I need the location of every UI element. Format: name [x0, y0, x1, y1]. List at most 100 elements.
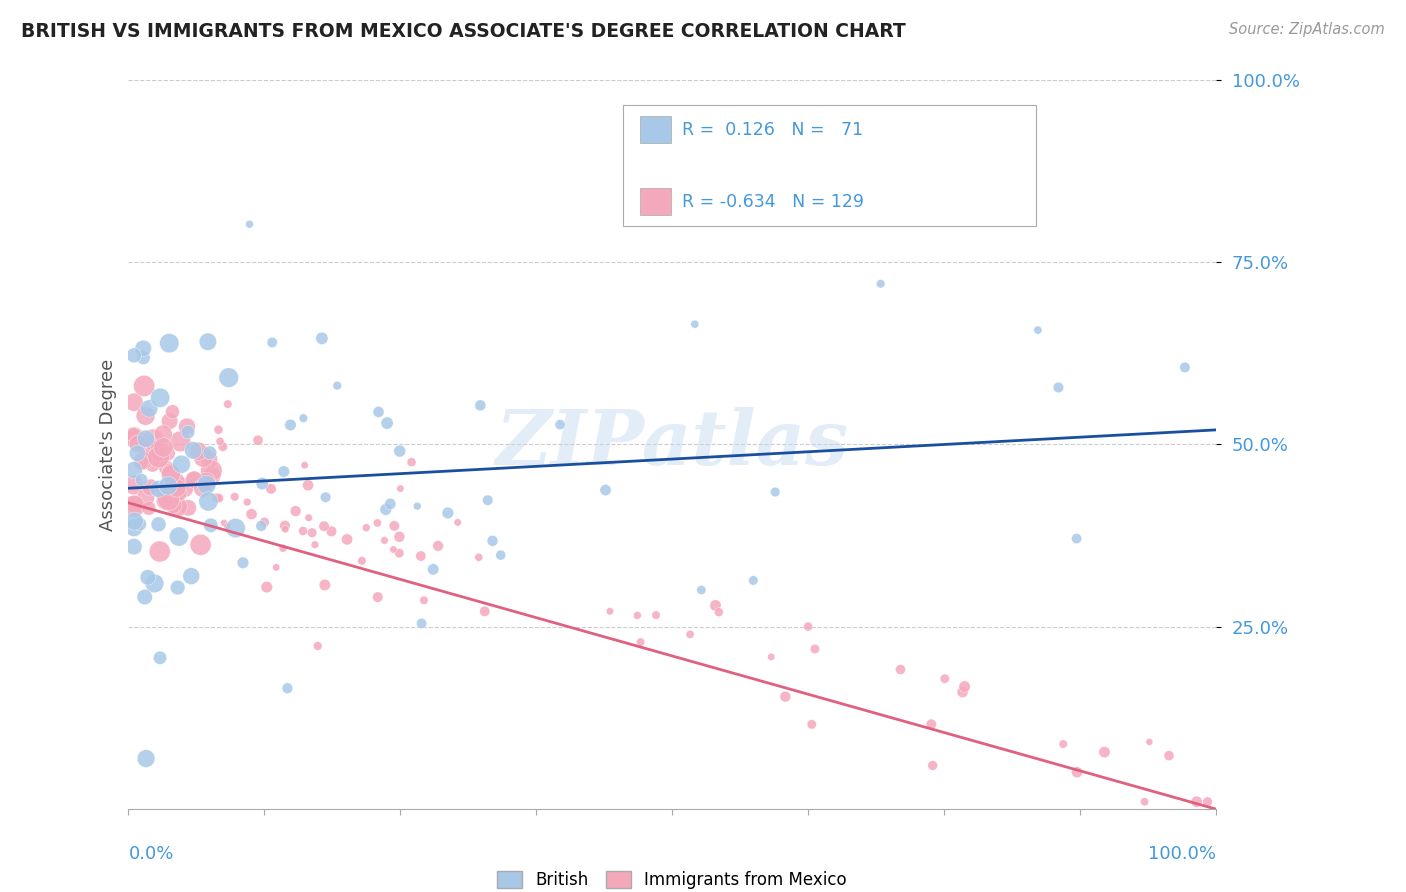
- Point: [920, 717, 942, 731]
- Point: [157, 336, 180, 351]
- Point: [217, 397, 239, 411]
- Point: [156, 446, 179, 460]
- Point: [307, 639, 329, 653]
- Point: [742, 574, 765, 588]
- Point: [218, 370, 240, 384]
- Point: [707, 605, 730, 619]
- Point: [375, 416, 398, 430]
- Point: [124, 514, 146, 528]
- Point: [388, 444, 411, 458]
- Point: [197, 334, 219, 349]
- Point: [166, 500, 188, 514]
- Point: [274, 522, 297, 536]
- Point: [166, 581, 188, 595]
- Point: [152, 427, 174, 442]
- Point: [180, 569, 202, 583]
- Point: [135, 751, 157, 765]
- Text: R =  0.126   N =   71: R = 0.126 N = 71: [682, 120, 863, 138]
- Point: [311, 331, 333, 345]
- Point: [142, 433, 165, 447]
- Point: [122, 348, 145, 362]
- Point: [470, 398, 492, 412]
- Point: [134, 379, 156, 393]
- Point: [159, 414, 181, 428]
- Point: [679, 627, 702, 641]
- Point: [122, 478, 145, 492]
- Point: [1047, 380, 1070, 394]
- Point: [148, 447, 170, 461]
- Point: [350, 554, 373, 568]
- Y-axis label: Associate's Degree: Associate's Degree: [100, 359, 117, 531]
- Point: [374, 502, 396, 516]
- Point: [197, 494, 219, 508]
- Point: [1066, 765, 1088, 780]
- Point: [321, 524, 343, 539]
- Point: [149, 544, 172, 558]
- Point: [260, 482, 283, 496]
- Point: [153, 494, 176, 508]
- Point: [122, 428, 145, 442]
- Point: [208, 434, 231, 449]
- Point: [869, 277, 891, 291]
- Text: 100.0%: 100.0%: [1147, 845, 1216, 863]
- Point: [413, 593, 436, 607]
- Text: R = -0.634   N = 129: R = -0.634 N = 129: [682, 193, 865, 211]
- Point: [198, 452, 221, 467]
- Point: [1139, 735, 1161, 749]
- Point: [166, 481, 188, 495]
- Point: [156, 489, 179, 503]
- Point: [122, 499, 145, 513]
- Point: [276, 681, 298, 696]
- Point: [159, 467, 181, 482]
- Point: [373, 533, 395, 548]
- Point: [889, 663, 911, 677]
- Point: [366, 516, 388, 530]
- Point: [481, 533, 503, 548]
- Point: [208, 491, 231, 505]
- Point: [181, 443, 204, 458]
- Point: [401, 455, 423, 469]
- Point: [134, 590, 156, 604]
- Point: [122, 395, 145, 409]
- Point: [1197, 795, 1219, 809]
- Point: [489, 548, 512, 562]
- Point: [132, 351, 155, 365]
- Point: [135, 432, 157, 446]
- Point: [953, 680, 976, 694]
- Point: [173, 481, 195, 495]
- Point: [382, 542, 405, 557]
- Point: [166, 474, 188, 488]
- Point: [297, 478, 319, 492]
- Point: [167, 530, 190, 544]
- Point: [800, 717, 823, 731]
- Point: [409, 549, 432, 563]
- Point: [253, 515, 276, 529]
- Point: [138, 401, 160, 416]
- Point: [131, 455, 153, 469]
- Point: [548, 417, 571, 432]
- Point: [132, 342, 155, 356]
- Point: [1174, 360, 1197, 375]
- Point: [183, 473, 205, 487]
- Point: [280, 417, 302, 432]
- Point: [427, 539, 450, 553]
- Point: [356, 521, 378, 535]
- Point: [176, 419, 198, 434]
- Point: [183, 473, 205, 487]
- Point: [315, 490, 337, 504]
- Point: [775, 690, 797, 704]
- Point: [804, 642, 827, 657]
- Point: [1133, 795, 1156, 809]
- Point: [294, 458, 316, 473]
- Point: [191, 481, 214, 495]
- Point: [388, 530, 411, 544]
- Point: [292, 411, 315, 425]
- Point: [292, 524, 315, 538]
- Point: [437, 506, 460, 520]
- Point: [135, 490, 157, 504]
- Point: [274, 518, 297, 533]
- Point: [411, 616, 433, 631]
- Point: [148, 441, 170, 455]
- Point: [388, 546, 411, 560]
- Point: [132, 453, 155, 467]
